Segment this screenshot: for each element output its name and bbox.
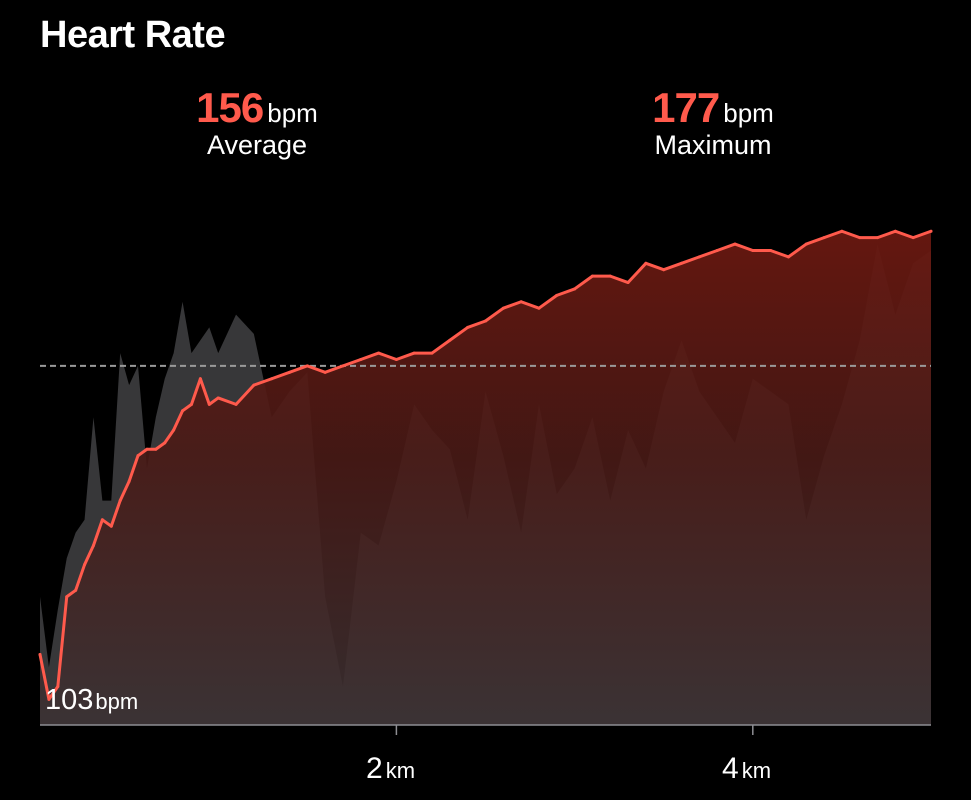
heart-rate-point <box>65 595 69 599</box>
heart-rate-area <box>40 231 931 726</box>
heart-rate-point <box>56 685 60 689</box>
x-tick-label: 4 <box>722 752 739 785</box>
heart-rate-point <box>751 248 755 252</box>
heart-rate-point <box>74 588 78 592</box>
heart-rate-point <box>118 499 122 503</box>
heart-rate-point <box>189 402 193 406</box>
average-unit: bpm <box>267 98 318 128</box>
heart-rate-point <box>911 236 915 240</box>
heart-rate-point <box>341 364 345 368</box>
x-tick-4km: 4 km <box>722 752 771 786</box>
x-tick-label: 2 <box>366 752 383 785</box>
heart-rate-point <box>715 248 719 252</box>
average-value: 156 <box>196 84 264 131</box>
heart-rate-point <box>662 268 666 272</box>
heart-rate-point <box>430 351 434 355</box>
x-tick-unit: km <box>385 758 416 783</box>
heart-rate-point <box>91 543 95 547</box>
heart-rate-point <box>377 351 381 355</box>
x-tick-2km: 2 km <box>366 752 415 786</box>
heart-rate-point <box>394 357 398 361</box>
heart-rate-point <box>448 338 452 342</box>
heart-rate-point <box>172 428 176 432</box>
average-stat: 156 bpm Average <box>127 84 387 161</box>
heart-rate-point <box>804 242 808 246</box>
heart-rate-point <box>100 518 104 522</box>
heart-rate-point <box>466 325 470 329</box>
heart-rate-point <box>484 319 487 323</box>
maximum-value: 177 <box>652 84 720 131</box>
heart-rate-point <box>38 652 42 656</box>
heart-rate-point <box>555 293 559 297</box>
heart-rate-point <box>109 524 113 528</box>
heart-rate-point <box>822 236 826 240</box>
heart-rate-point <box>412 351 416 355</box>
heart-rate-point <box>501 306 505 310</box>
heart-rate-point <box>929 229 933 233</box>
heart-rate-point <box>893 229 897 233</box>
heart-rate-point <box>786 255 790 259</box>
heart-rate-point <box>270 377 274 381</box>
heart-rate-point <box>840 229 844 233</box>
heart-rate-point <box>136 454 140 458</box>
heart-rate-point <box>127 479 131 483</box>
heart-rate-point <box>207 402 211 406</box>
heart-rate-point <box>234 402 238 406</box>
maximum-unit: bpm <box>723 98 774 128</box>
heart-rate-point <box>590 274 594 278</box>
heart-rate-point <box>359 357 363 361</box>
heart-rate-point <box>626 281 630 285</box>
heart-rate-point <box>323 370 327 374</box>
heart-rate-point <box>181 409 185 413</box>
min-bpm-unit: bpm <box>95 689 139 714</box>
heart-rate-point <box>697 255 701 259</box>
heart-rate-point <box>733 242 737 246</box>
min-bpm-label: 103bpm <box>45 684 138 717</box>
heart-rate-point <box>252 383 256 387</box>
heart-rate-point <box>287 370 291 374</box>
heart-rate-point <box>769 248 773 252</box>
heart-rate-point <box>573 287 577 291</box>
heart-rate-point <box>145 447 149 451</box>
heart-rate-point <box>198 377 202 381</box>
heart-rate-point <box>680 261 684 265</box>
heart-rate-point <box>154 447 158 451</box>
maximum-label: Maximum <box>654 130 772 160</box>
x-tick-unit: km <box>741 758 772 783</box>
heart-rate-point <box>163 441 167 445</box>
heart-rate-point <box>216 396 220 400</box>
average-label: Average <box>206 130 308 160</box>
heart-rate-point <box>644 261 648 265</box>
heart-rate-point <box>876 236 880 240</box>
heart-rate-point <box>305 364 309 368</box>
heart-rate-point <box>608 274 612 278</box>
heart-rate-point <box>519 300 523 304</box>
chart-title: Heart Rate <box>40 14 226 56</box>
heart-rate-point <box>537 306 541 310</box>
heart-rate-point <box>47 697 51 701</box>
heart-rate-point <box>858 236 862 240</box>
min-bpm-value: 103 <box>45 684 94 716</box>
heart-rate-point <box>83 563 87 567</box>
maximum-stat: 177 bpm Maximum <box>583 84 843 161</box>
